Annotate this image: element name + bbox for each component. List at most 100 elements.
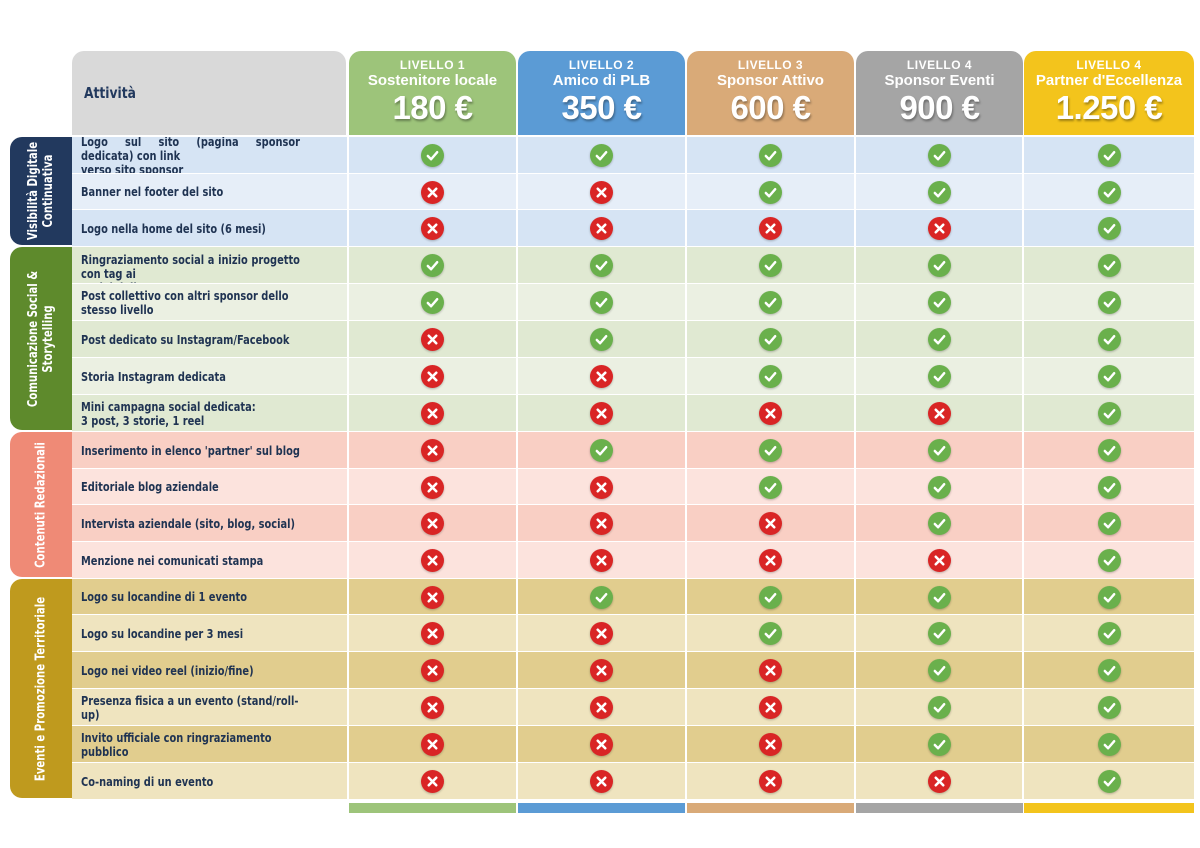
level-cell <box>518 615 685 652</box>
level-number: LIVELLO 4 <box>906 58 973 72</box>
level-name: Sostenitore locale <box>367 72 498 89</box>
row-divider <box>72 173 1194 174</box>
level-cell <box>349 579 516 615</box>
check-icon <box>1097 439 1121 462</box>
activity-label: Editoriale blog aziendale <box>81 480 219 494</box>
activity-label-cell: Ringraziamento social a inizio progetto … <box>72 247 348 284</box>
level-footer-bar <box>687 803 854 813</box>
activity-label: Menzione nei comunicati stampa <box>81 553 264 568</box>
level-cell <box>349 763 516 800</box>
level-cell <box>518 284 685 321</box>
column-separator <box>1022 284 1024 321</box>
level-cell <box>687 579 854 615</box>
level-cell <box>1024 542 1194 579</box>
check-icon <box>421 144 444 167</box>
level-cell <box>1024 210 1194 247</box>
check-icon <box>928 254 951 277</box>
cross-icon <box>421 217 444 240</box>
row-divider <box>72 799 1194 800</box>
level-name: Sponsor Attivo <box>717 72 824 89</box>
column-separator <box>1022 469 1024 505</box>
level-1-header: LIVELLO 1 Sostenitore locale 180 € <box>349 51 516 135</box>
level-number: LIVELLO 4 <box>1076 58 1142 72</box>
check-icon <box>759 475 782 499</box>
level-number: LIVELLO 2 <box>568 58 635 72</box>
row-divider <box>72 614 1194 615</box>
level-cell <box>856 432 1023 469</box>
cross-icon <box>590 733 613 756</box>
activity-label: Presenza fisica a un evento (stand/roll-… <box>81 693 299 722</box>
level-cell <box>518 579 685 615</box>
cross-icon <box>759 696 782 719</box>
row-divider <box>72 688 1194 689</box>
check-icon <box>1097 512 1121 535</box>
activity-label-cell: Invito ufficiale con ringraziamento pubb… <box>72 726 348 763</box>
activity-label: Post collettivo con altri sponsor dello … <box>81 288 289 317</box>
column-separator <box>347 321 349 358</box>
level-cell <box>349 652 516 689</box>
activity-label-cell: Presenza fisica a un evento (stand/roll-… <box>72 689 348 726</box>
check-icon <box>1097 254 1121 277</box>
level-2-header: LIVELLO 2 Amico di PLB 350 € <box>518 51 685 135</box>
table-row: Post collettivo con altri sponsor dello … <box>72 284 1194 321</box>
column-separator <box>854 763 856 800</box>
level-cell <box>856 321 1023 358</box>
check-icon <box>590 291 613 314</box>
column-separator <box>347 469 349 505</box>
level-price: 900 € <box>899 89 980 126</box>
check-icon <box>590 439 613 462</box>
cross-icon <box>590 180 613 204</box>
cross-icon <box>421 770 444 793</box>
section-label-block: Contenuti Redazionali <box>10 432 72 577</box>
table-row: Logo sul sito (pagina sponsor dedicata) … <box>72 137 1194 174</box>
column-separator <box>516 505 518 542</box>
cross-icon <box>759 733 782 756</box>
column-separator <box>1022 505 1024 542</box>
column-separator <box>1022 652 1024 689</box>
activity-label-cell: Co-naming di un evento <box>72 763 348 800</box>
table-row: Logo su locandine per 3 mesi <box>72 615 1194 652</box>
activity-label-cell: Mini campagna social dedicata: 3 post, 3… <box>72 395 348 432</box>
section-title: Comunicazione Social & Storytelling <box>26 270 56 407</box>
column-separator <box>854 174 856 210</box>
column-separator <box>854 469 856 505</box>
column-separator <box>854 542 856 579</box>
column-separator <box>347 505 349 542</box>
check-icon <box>759 365 782 388</box>
column-separator <box>854 321 856 358</box>
cross-icon <box>421 328 444 351</box>
level-name: Amico di PLB <box>552 72 651 89</box>
level-cell <box>687 284 854 321</box>
level-cell <box>856 505 1023 542</box>
table-row: Storia Instagram dedicata <box>72 358 1194 395</box>
level-cell <box>687 689 854 726</box>
level-footer-bar <box>856 803 1023 813</box>
check-icon <box>759 328 782 351</box>
row-divider <box>72 504 1194 505</box>
column-separator <box>1022 321 1024 358</box>
column-separator <box>347 542 349 579</box>
column-separator <box>347 247 349 284</box>
check-icon <box>1097 217 1121 240</box>
level-cell <box>1024 321 1194 358</box>
activity-label: Co-naming di un evento <box>81 774 214 789</box>
level-footer-bar <box>349 803 516 813</box>
section-label-block: Comunicazione Social & Storytelling <box>10 247 72 430</box>
activity-label: Logo su locandine per 3 mesi <box>81 626 244 641</box>
column-separator <box>685 210 687 247</box>
level-cell <box>856 726 1023 763</box>
column-separator <box>685 395 687 432</box>
column-separator <box>1022 615 1024 652</box>
level-cell <box>349 358 516 395</box>
level-cell <box>349 689 516 726</box>
check-icon <box>1097 733 1121 756</box>
column-separator <box>854 284 856 321</box>
cross-icon <box>759 512 782 535</box>
cross-icon <box>928 770 951 793</box>
activity-label-cell: Logo sul sito (pagina sponsor dedicata) … <box>72 137 348 174</box>
level-cell <box>687 615 854 652</box>
check-icon <box>1097 328 1121 351</box>
level-cell <box>687 174 854 210</box>
column-separator <box>685 542 687 579</box>
